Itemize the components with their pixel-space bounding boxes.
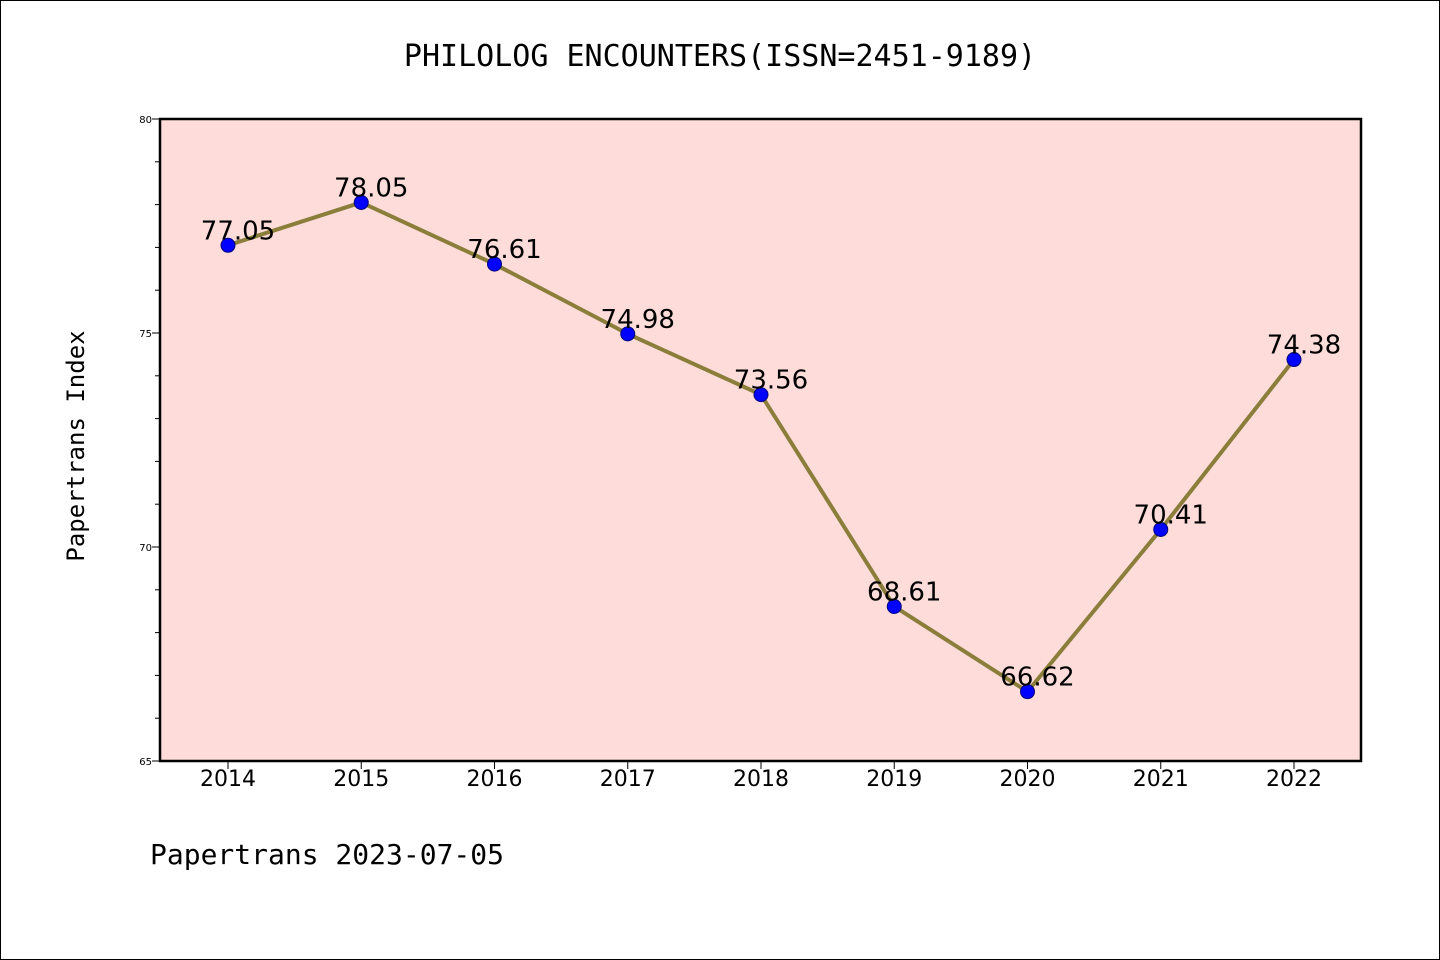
y-tick-label: 65 bbox=[139, 757, 152, 768]
y-tick-label: 70 bbox=[139, 543, 152, 554]
x-tick-label: 2021 bbox=[1133, 767, 1189, 792]
footer-caption: Papertrans 2023-07-05 bbox=[150, 838, 504, 871]
data-point bbox=[353, 194, 369, 210]
x-tick-label: 2014 bbox=[200, 767, 256, 792]
x-tick-label: 2022 bbox=[1266, 767, 1322, 792]
series-layer: 77.05 78.05 76.61 74.98 73.56 68.61 66.62 70.41… bbox=[201, 173, 1341, 700]
data-label: 70.41 bbox=[1134, 500, 1208, 530]
data-point bbox=[886, 598, 902, 614]
y-axis-ticks: 65 70 75 80 bbox=[139, 115, 160, 768]
plot-area bbox=[158, 117, 1363, 763]
y-axis-label: Papertrans Index bbox=[62, 330, 90, 561]
x-axis-ticks: 2014 2015 2016 2017 2018 2019 2020 2021 2022 bbox=[200, 761, 1322, 792]
data-point bbox=[220, 237, 236, 253]
x-tick-label: 2019 bbox=[866, 767, 922, 792]
y-tick-label: 75 bbox=[139, 329, 152, 340]
data-label: 77.05 bbox=[201, 216, 275, 246]
y-tick-label: 80 bbox=[139, 115, 152, 126]
x-tick-label: 2018 bbox=[733, 767, 789, 792]
chart-title: PHILOLOG ENCOUNTERS(ISSN=2451-9189) bbox=[404, 39, 1036, 74]
x-tick-label: 2015 bbox=[333, 767, 389, 792]
data-label: 68.61 bbox=[867, 577, 941, 607]
x-tick-label: 2016 bbox=[467, 767, 523, 792]
data-label: 74.98 bbox=[601, 305, 675, 335]
data-label: 66.62 bbox=[1000, 663, 1074, 693]
x-tick-label: 2020 bbox=[1000, 767, 1056, 792]
data-point bbox=[1020, 684, 1035, 700]
data-point bbox=[620, 326, 636, 342]
data-label: 73.56 bbox=[734, 366, 808, 396]
x-tick-label: 2017 bbox=[600, 767, 656, 792]
data-point bbox=[753, 387, 769, 403]
data-label: 74.38 bbox=[1267, 331, 1341, 361]
data-point bbox=[1286, 352, 1302, 368]
data-point bbox=[1153, 521, 1169, 537]
data-label: 78.05 bbox=[334, 173, 408, 203]
data-point bbox=[487, 256, 502, 272]
data-label: 76.61 bbox=[467, 235, 541, 265]
